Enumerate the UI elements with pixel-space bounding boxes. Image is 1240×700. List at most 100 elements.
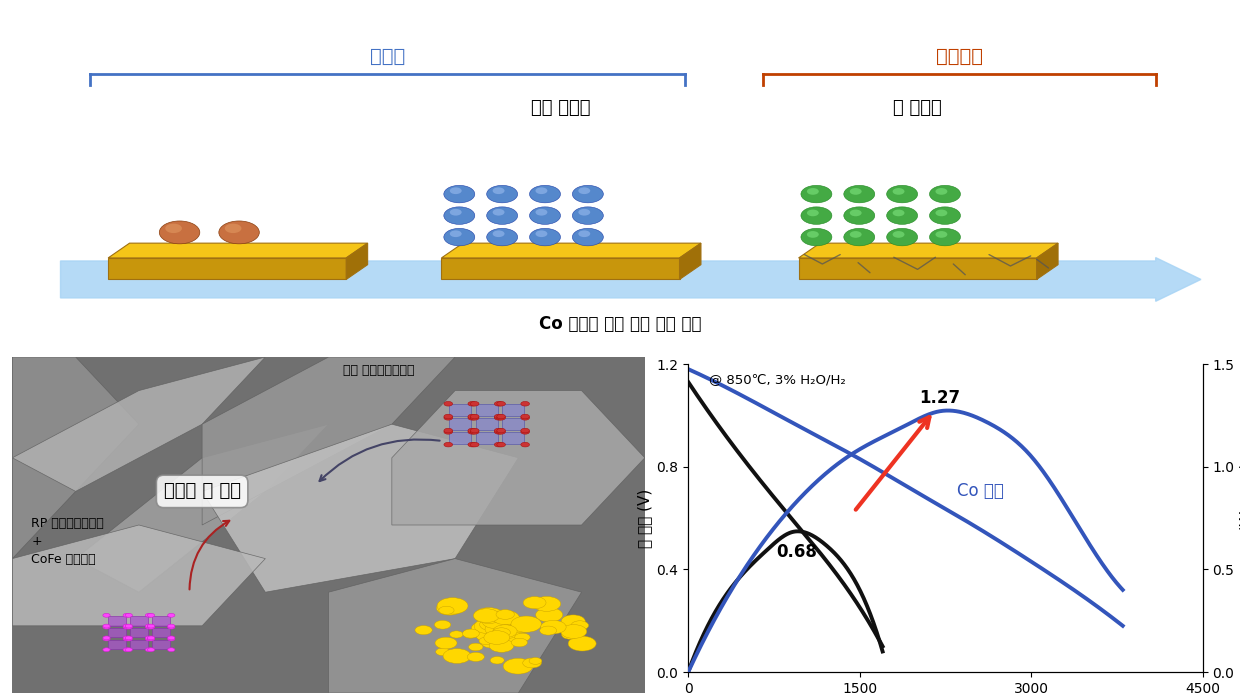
Circle shape: [125, 637, 133, 641]
Circle shape: [887, 207, 918, 224]
Circle shape: [474, 609, 500, 622]
Circle shape: [125, 648, 133, 652]
Polygon shape: [12, 357, 265, 491]
Bar: [153, 628, 170, 638]
Circle shape: [490, 622, 516, 636]
Y-axis label: 전력밀도 (W cm⁻²): 전력밀도 (W cm⁻²): [1239, 463, 1240, 573]
Circle shape: [541, 620, 567, 634]
Circle shape: [470, 428, 479, 433]
Circle shape: [521, 416, 529, 420]
Circle shape: [930, 207, 961, 224]
Circle shape: [807, 231, 818, 238]
Circle shape: [480, 618, 502, 631]
Circle shape: [479, 637, 492, 645]
Circle shape: [464, 631, 477, 638]
Circle shape: [505, 617, 527, 629]
Circle shape: [495, 428, 503, 433]
Circle shape: [807, 209, 818, 216]
Circle shape: [515, 634, 531, 641]
Circle shape: [123, 613, 130, 617]
Circle shape: [843, 228, 874, 246]
Circle shape: [511, 638, 527, 647]
Circle shape: [123, 636, 130, 640]
Bar: [449, 419, 471, 430]
Circle shape: [487, 633, 501, 640]
Circle shape: [450, 230, 461, 237]
Circle shape: [415, 626, 433, 635]
Circle shape: [497, 430, 506, 434]
Polygon shape: [202, 357, 455, 525]
Circle shape: [849, 231, 862, 238]
Circle shape: [103, 625, 110, 629]
FancyArrow shape: [61, 258, 1200, 301]
Circle shape: [523, 596, 546, 609]
Circle shape: [125, 613, 133, 617]
Circle shape: [444, 430, 453, 434]
Circle shape: [801, 228, 832, 246]
Circle shape: [167, 648, 175, 652]
Circle shape: [930, 228, 961, 246]
Text: Co 도핑에 의한 산소 공공 증가: Co 도핑에 의한 산소 공공 증가: [538, 316, 702, 333]
Circle shape: [123, 624, 130, 628]
Circle shape: [497, 416, 506, 420]
Circle shape: [444, 207, 475, 224]
Circle shape: [474, 608, 503, 624]
Text: 0.68: 0.68: [776, 542, 817, 561]
Circle shape: [497, 626, 516, 636]
Circle shape: [801, 186, 832, 203]
Bar: [476, 419, 497, 430]
Y-axis label: 셀 전압 (V): 셀 전압 (V): [637, 489, 652, 547]
Polygon shape: [799, 243, 1058, 258]
Bar: [476, 433, 497, 444]
Circle shape: [521, 428, 529, 433]
Circle shape: [492, 610, 520, 625]
Circle shape: [935, 209, 947, 216]
Polygon shape: [108, 258, 346, 279]
Circle shape: [470, 402, 479, 406]
Circle shape: [167, 613, 175, 617]
Text: 1.27: 1.27: [919, 389, 960, 407]
Circle shape: [529, 207, 560, 224]
Circle shape: [450, 631, 464, 638]
Circle shape: [123, 648, 130, 652]
Circle shape: [467, 428, 476, 433]
Circle shape: [511, 620, 531, 629]
Polygon shape: [1037, 243, 1058, 279]
Circle shape: [541, 606, 556, 614]
Circle shape: [562, 615, 585, 628]
Circle shape: [467, 416, 476, 420]
Circle shape: [843, 186, 874, 203]
Circle shape: [935, 231, 947, 238]
Circle shape: [148, 613, 155, 617]
Circle shape: [470, 416, 479, 420]
Circle shape: [523, 658, 542, 668]
Circle shape: [103, 637, 110, 641]
Circle shape: [485, 625, 507, 637]
Circle shape: [481, 636, 503, 648]
Text: RP 페로브스카이트
+
CoFe 나노입자: RP 페로브스카이트 + CoFe 나노입자: [31, 517, 104, 566]
Circle shape: [893, 231, 904, 238]
Circle shape: [489, 639, 513, 652]
Polygon shape: [799, 258, 1037, 279]
Circle shape: [486, 207, 517, 224]
Polygon shape: [202, 424, 518, 592]
Circle shape: [467, 442, 476, 447]
Circle shape: [496, 610, 515, 620]
Circle shape: [436, 598, 467, 614]
Circle shape: [930, 186, 961, 203]
Bar: [108, 616, 125, 626]
Circle shape: [125, 625, 133, 629]
Circle shape: [495, 442, 503, 447]
Circle shape: [935, 188, 947, 195]
Circle shape: [482, 615, 508, 629]
Circle shape: [533, 596, 560, 611]
Circle shape: [568, 636, 596, 651]
Polygon shape: [680, 243, 701, 279]
Circle shape: [435, 637, 458, 649]
Circle shape: [485, 622, 515, 637]
Circle shape: [123, 625, 130, 629]
Text: 가역적 상 전이: 가역적 상 전이: [164, 482, 241, 500]
Circle shape: [444, 228, 475, 246]
Circle shape: [469, 643, 482, 651]
Circle shape: [218, 221, 259, 244]
